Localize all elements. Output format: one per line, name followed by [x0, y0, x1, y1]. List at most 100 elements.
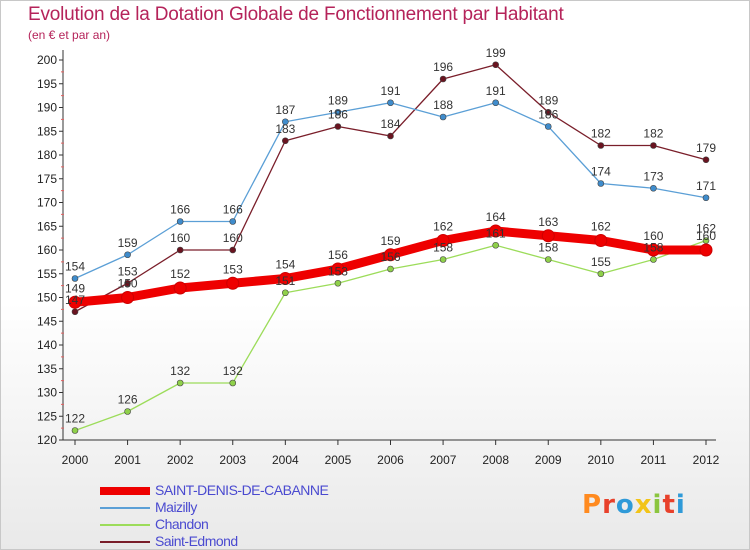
y-tick-label: 125	[37, 409, 57, 423]
y-tick-label: 180	[37, 148, 57, 162]
y-tick-label: 190	[37, 101, 57, 115]
chart-subtitle: (en € et par an)	[28, 28, 111, 42]
logo-letter: r	[602, 490, 616, 520]
y-tick-label: 175	[37, 172, 57, 186]
data-point-saint-denis-de-cabanne	[331, 262, 345, 276]
data-label-saint-edmond: 179	[696, 141, 716, 155]
data-point-saint-denis-de-cabanne	[278, 272, 292, 285]
data-label-chandon: 161	[486, 226, 506, 240]
data-label-maizilly: 166	[223, 203, 243, 217]
data-point-saint-edmond	[492, 61, 499, 69]
data-labels: 147 153 160 160 183 186 184 196 199 189 182 182 179 1…	[65, 46, 716, 426]
data-label-maizilly: 188	[433, 98, 453, 112]
data-point-saint-denis-de-cabanne	[646, 243, 660, 257]
data-point-maizilly	[334, 108, 342, 116]
data-label-chandon: 162	[696, 222, 716, 236]
x-tick-label: 2011	[641, 453, 667, 467]
logo-letter: t	[662, 490, 676, 520]
y-tick-label: 130	[37, 386, 57, 400]
data-point-chandon	[282, 289, 289, 297]
data-point-maizilly	[650, 184, 657, 192]
x-tick-label: 2012	[693, 453, 720, 467]
data-label-chandon: 155	[591, 255, 611, 269]
data-label-saint-denis-de-cabanne: 152	[170, 267, 190, 281]
data-label-saint-edmond: 196	[433, 60, 453, 74]
data-point-saint-denis-de-cabanne	[68, 295, 82, 309]
data-point-saint-denis-de-cabanne	[384, 248, 397, 262]
legend-swatch	[100, 541, 150, 543]
data-label-saint-denis-de-cabanne: 162	[433, 220, 453, 234]
data-point-chandon	[124, 408, 131, 415]
data-point-saint-edmond	[176, 246, 184, 254]
data-point-saint-denis-de-cabanne	[699, 243, 713, 257]
data-point-saint-denis-de-cabanne	[541, 229, 555, 243]
x-tick-label: 2008	[482, 453, 509, 467]
data-point-saint-denis-de-cabanne	[489, 224, 503, 238]
chart-title: Evolution de la Dotation Globale de Fonc…	[28, 4, 564, 25]
series-layer	[68, 61, 713, 434]
data-label-maizilly: 186	[538, 108, 558, 122]
data-label-chandon: 151	[275, 274, 295, 288]
legend-swatch	[100, 507, 150, 509]
data-label-chandon: 158	[538, 241, 558, 255]
data-label-maizilly: 189	[328, 93, 348, 107]
data-point-saint-edmond	[334, 123, 342, 130]
x-tick-label: 2002	[167, 453, 194, 467]
data-label-maizilly: 191	[380, 84, 400, 98]
logo-letter: o	[615, 490, 635, 520]
data-label-chandon: 122	[65, 412, 85, 426]
data-point-maizilly	[544, 123, 552, 130]
x-tick-label: 2000	[62, 453, 89, 467]
data-point-maizilly	[702, 194, 710, 202]
x-tick-label: 2005	[325, 453, 352, 467]
data-point-chandon	[597, 270, 605, 278]
data-point-maizilly	[229, 218, 237, 225]
data-point-chandon	[71, 427, 79, 434]
data-label-saint-edmond: 160	[223, 231, 243, 245]
data-point-maizilly	[492, 99, 499, 107]
data-label-saint-denis-de-cabanne: 163	[538, 215, 558, 229]
data-label-saint-edmond: 153	[118, 264, 138, 278]
y-tick-label: 195	[37, 77, 57, 91]
data-label-chandon: 156	[380, 250, 400, 264]
data-label-chandon: 132	[223, 364, 243, 378]
x-tick-label: 2006	[377, 453, 404, 467]
y-tick-label: 160	[37, 243, 57, 257]
data-point-maizilly	[176, 218, 184, 225]
y-tick-label: 145	[37, 314, 57, 328]
data-label-chandon: 158	[643, 241, 663, 255]
data-point-maizilly	[71, 275, 79, 282]
data-point-saint-edmond	[544, 108, 552, 116]
data-point-saint-denis-de-cabanne	[173, 281, 187, 295]
data-label-saint-edmond: 183	[275, 122, 295, 136]
y-tick-label: 165	[37, 219, 57, 233]
data-point-saint-edmond	[124, 279, 131, 287]
data-label-maizilly: 154	[65, 260, 85, 274]
x-tick-label: 2007	[430, 453, 457, 467]
data-point-chandon	[387, 265, 394, 273]
x-axis-ticks: 2000 2001 2002 2003 2004 2005 2006 2007 2008 2009…	[62, 440, 720, 467]
data-point-chandon	[439, 256, 447, 263]
data-point-saint-denis-de-cabanne	[436, 234, 450, 247]
data-point-maizilly	[387, 99, 394, 107]
y-tick-label: 185	[37, 124, 57, 138]
data-label-saint-denis-de-cabanne: 154	[275, 258, 295, 272]
x-tick-label: 2004	[272, 453, 299, 467]
data-label-saint-denis-de-cabanne: 159	[380, 234, 400, 248]
data-label-maizilly: 173	[643, 169, 663, 183]
data-point-maizilly	[282, 118, 289, 126]
data-point-maizilly	[597, 180, 605, 187]
data-label-saint-edmond: 182	[643, 127, 663, 141]
y-tick-label: 155	[37, 267, 57, 281]
data-label-maizilly: 166	[170, 203, 190, 217]
logo-letter: P	[582, 490, 603, 520]
y-tick-label: 200	[37, 53, 57, 67]
data-label-saint-denis-de-cabanne: 162	[591, 220, 611, 234]
data-point-chandon	[544, 256, 552, 263]
data-label-saint-denis-de-cabanne: 156	[328, 248, 348, 262]
logo-letter: i	[652, 490, 663, 520]
data-label-maizilly: 191	[486, 84, 506, 98]
x-tick-label: 2001	[114, 453, 141, 467]
data-point-saint-denis-de-cabanne	[594, 234, 608, 247]
